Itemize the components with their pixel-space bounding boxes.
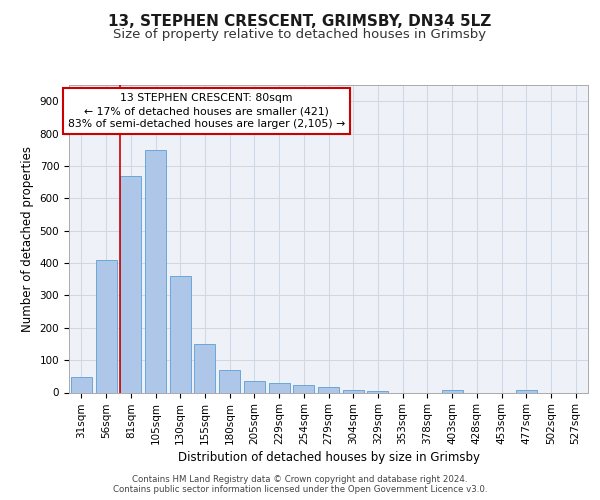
Text: 13, STEPHEN CRESCENT, GRIMSBY, DN34 5LZ: 13, STEPHEN CRESCENT, GRIMSBY, DN34 5LZ	[109, 14, 491, 29]
Y-axis label: Number of detached properties: Number of detached properties	[21, 146, 34, 332]
Bar	[145, 150, 166, 392]
Bar	[71, 377, 92, 392]
Text: Size of property relative to detached houses in Grimsby: Size of property relative to detached ho…	[113, 28, 487, 41]
Bar	[269, 383, 290, 392]
Bar	[367, 391, 388, 392]
Bar	[120, 176, 141, 392]
Bar	[516, 390, 537, 392]
Bar	[244, 381, 265, 392]
Bar	[170, 276, 191, 392]
Bar	[293, 386, 314, 392]
Bar	[442, 390, 463, 392]
Text: 13 STEPHEN CRESCENT: 80sqm
← 17% of detached houses are smaller (421)
83% of sem: 13 STEPHEN CRESCENT: 80sqm ← 17% of deta…	[68, 93, 345, 130]
Bar	[194, 344, 215, 393]
X-axis label: Distribution of detached houses by size in Grimsby: Distribution of detached houses by size …	[178, 452, 479, 464]
Bar	[95, 260, 116, 392]
Text: Contains HM Land Registry data © Crown copyright and database right 2024.
Contai: Contains HM Land Registry data © Crown c…	[113, 474, 487, 494]
Bar	[219, 370, 240, 392]
Bar	[318, 386, 339, 392]
Bar	[343, 390, 364, 392]
